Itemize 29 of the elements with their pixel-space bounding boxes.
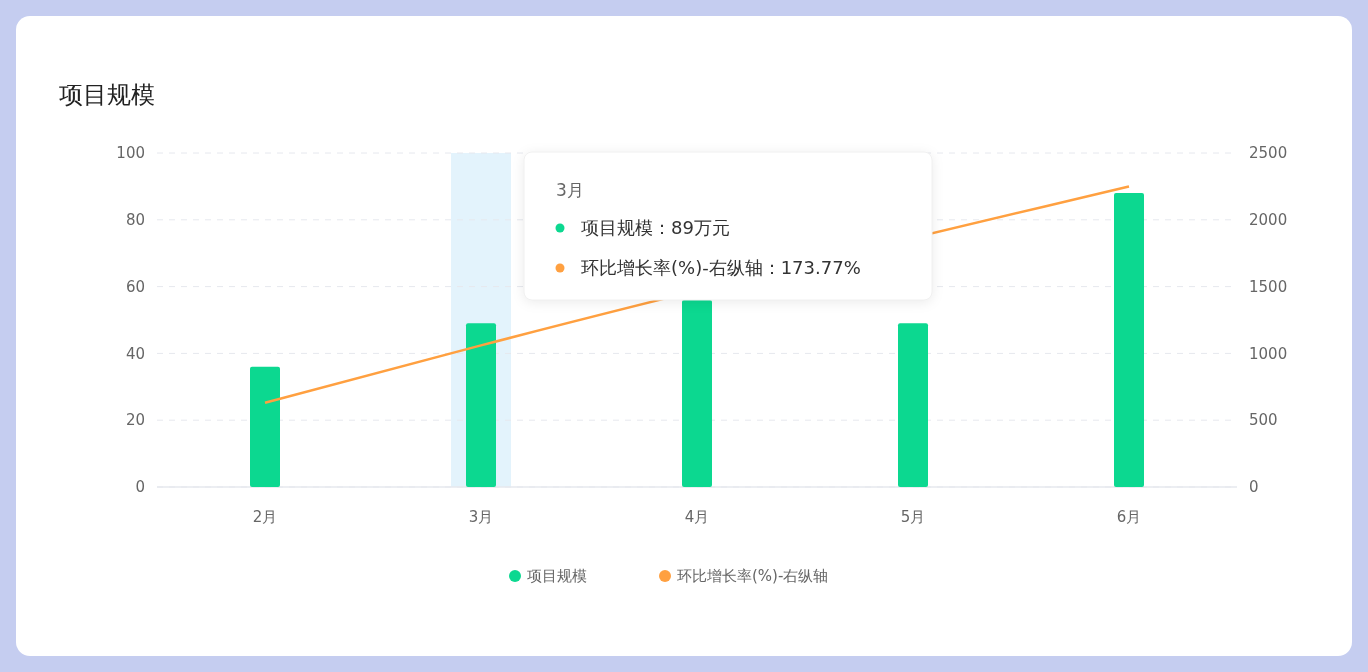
x-tick-label: 2月 <box>252 508 278 527</box>
annotation: 3月 <box>556 179 584 200</box>
tooltip: 3月 项目规模：89万元 环比增长率(%)-右纵轴：173.77% <box>523 151 933 301</box>
annotation: 环比增长率(%)-右纵轴：173.77% <box>581 257 861 279</box>
bar <box>1114 193 1144 487</box>
chart-title: 项目规模 <box>59 81 155 109</box>
y2-tick-label: 0 <box>1249 478 1259 497</box>
annotation: 项目规模：89万元 <box>581 217 730 239</box>
bar <box>898 323 928 487</box>
y2-tick-label: 1000 <box>1249 344 1288 363</box>
x-tick-label: 4月 <box>684 508 710 527</box>
x-tick-label: 5月 <box>900 508 926 527</box>
y-tick-label: 100 <box>116 144 145 163</box>
y-tick-label: 0 <box>135 478 145 497</box>
bar <box>682 299 712 487</box>
y-tick-label: 40 <box>125 344 145 363</box>
x-tick-label: 6月 <box>1116 508 1142 527</box>
bar <box>466 323 496 487</box>
y2-tick-label: 500 <box>1249 411 1278 430</box>
y2-tick-label: 1500 <box>1249 277 1288 296</box>
y-tick-label: 20 <box>125 411 145 430</box>
legend-label: 环比增长率(%)-右纵轴 <box>677 567 829 586</box>
bar <box>250 366 280 487</box>
y2-tick-label: 2000 <box>1249 211 1288 230</box>
y-tick-label: 80 <box>125 211 145 230</box>
x-tick-label: 3月 <box>468 508 494 527</box>
y-tick-label: 60 <box>125 277 145 296</box>
y2-tick-label: 2500 <box>1249 144 1288 163</box>
legend-label: 项目规模 <box>527 567 587 586</box>
